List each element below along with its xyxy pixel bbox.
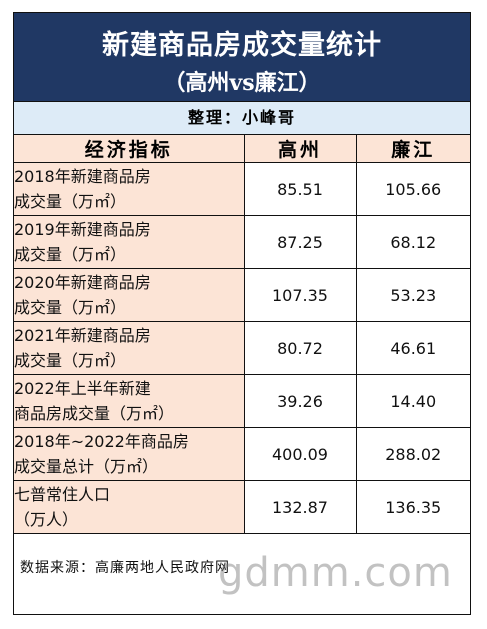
page-subtitle: （高州vs廉江）: [163, 70, 321, 96]
source-footer: 数据来源：高廉两地人民政府网: [14, 551, 470, 614]
indicator-line-1: 2022年上半年新建: [14, 379, 151, 398]
indicator-line-2: 成交量（万㎡）: [14, 298, 127, 317]
table-row: 2018年~2022年商品房 成交量总计（万㎡） 400.09 288.02: [14, 427, 470, 481]
table-row: 2019年新建商品房 成交量（万㎡） 87.25 68.12: [14, 215, 470, 269]
value-city-b: 14.40: [355, 374, 470, 428]
indicator-line-1: 2021年新建商品房: [14, 326, 151, 345]
value-city-b: 288.02: [355, 427, 470, 481]
author-credit: 整理：小峰哥: [14, 101, 470, 135]
value-city-b: 68.12: [355, 215, 470, 269]
indicator-line-1: 七普常住人口: [14, 485, 111, 504]
stats-table-card: 新建商品房成交量统计 （高州vs廉江） 整理：小峰哥 经济指标 高州 廉江 20…: [13, 12, 471, 615]
value-city-a: 87.25: [243, 215, 357, 269]
table-header-row: 经济指标 高州 廉江: [14, 135, 470, 163]
indicator-cell: 2018年新建商品房 成交量（万㎡）: [14, 162, 245, 216]
header-city-b: 廉江: [355, 135, 470, 163]
source-note: 数据来源：高廉两地人民政府网: [20, 560, 230, 576]
value-city-b: 53.23: [355, 268, 470, 322]
value-city-a: 132.87: [243, 480, 357, 534]
indicator-line-1: 2019年新建商品房: [14, 220, 151, 239]
value-city-b: 46.61: [355, 321, 470, 375]
title-banner: 新建商品房成交量统计 （高州vs廉江）: [14, 13, 470, 101]
value-city-b: 136.35: [355, 480, 470, 534]
indicator-line-1: 2018年~2022年商品房: [14, 432, 189, 451]
table-row: 2021年新建商品房 成交量（万㎡） 80.72 46.61: [14, 321, 470, 375]
indicator-cell: 七普常住人口 （万人）: [14, 480, 245, 534]
table-row: 2022年上半年新建商品房成交量（万㎡） 39.26 14.40: [14, 374, 470, 428]
value-city-a: 107.35: [243, 268, 357, 322]
indicator-line-2: 成交量（万㎡）: [14, 192, 127, 211]
indicator-cell: 2019年新建商品房 成交量（万㎡）: [14, 215, 245, 269]
indicator-cell: 2022年上半年新建商品房成交量（万㎡）: [14, 374, 245, 428]
table-row: 2018年新建商品房 成交量（万㎡） 85.51 105.66: [14, 162, 470, 216]
table-row: 七普常住人口 （万人） 132.87 136.35: [14, 480, 470, 534]
value-city-b: 105.66: [355, 162, 470, 216]
header-indicator: 经济指标: [14, 135, 245, 163]
indicator-cell: 2020年新建商品房 成交量（万㎡）: [14, 268, 245, 322]
page-title: 新建商品房成交量统计: [102, 30, 382, 61]
indicator-line-1: 2018年新建商品房: [14, 167, 151, 186]
indicator-line-2: 成交量（万㎡）: [14, 351, 127, 370]
value-city-a: 400.09: [243, 427, 357, 481]
indicator-line-2: 成交量（万㎡）: [14, 245, 127, 264]
value-city-a: 80.72: [243, 321, 357, 375]
table-row: 2020年新建商品房 成交量（万㎡） 107.35 53.23: [14, 268, 470, 322]
indicator-cell: 2018年~2022年商品房 成交量总计（万㎡）: [14, 427, 245, 481]
indicator-line-2: 成交量总计（万㎡）: [14, 457, 159, 476]
indicator-line-2: （万人）: [14, 510, 79, 529]
indicator-line-1: 2020年新建商品房: [14, 273, 151, 292]
indicator-line-2: 商品房成交量（万㎡）: [14, 404, 175, 423]
watermark: gdmm.com: [218, 550, 453, 596]
indicator-cell: 2021年新建商品房 成交量（万㎡）: [14, 321, 245, 375]
value-city-a: 39.26: [243, 374, 357, 428]
header-city-a: 高州: [243, 135, 357, 163]
data-table: 经济指标 高州 廉江 2018年新建商品房 成交量（万㎡） 85.51 105.6…: [14, 135, 470, 534]
value-city-a: 85.51: [243, 162, 357, 216]
